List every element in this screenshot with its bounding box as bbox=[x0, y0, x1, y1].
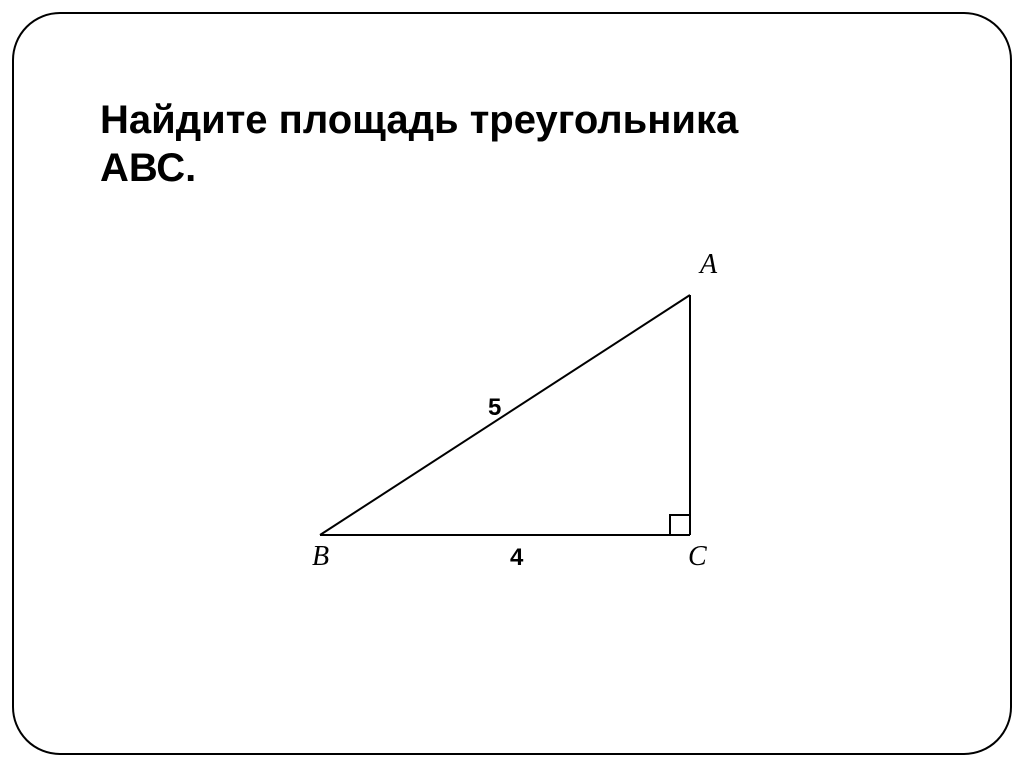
vertex-label-c: C bbox=[688, 541, 707, 572]
side-label-ab: 5 bbox=[488, 394, 501, 421]
side-label-bc: 4 bbox=[510, 544, 524, 571]
vertex-label-a: A bbox=[698, 249, 718, 280]
right-angle-marker bbox=[670, 515, 690, 535]
problem-title: Найдите площадь треугольника АВС. bbox=[100, 96, 738, 192]
triangle-diagram: A B C 5 4 bbox=[270, 245, 740, 595]
title-line-1: Найдите площадь треугольника bbox=[100, 98, 738, 142]
title-line-2: АВС. bbox=[100, 146, 196, 190]
triangle-svg: A B C 5 4 bbox=[270, 245, 740, 595]
vertex-label-b: B bbox=[312, 541, 329, 572]
side-ab bbox=[320, 295, 690, 535]
